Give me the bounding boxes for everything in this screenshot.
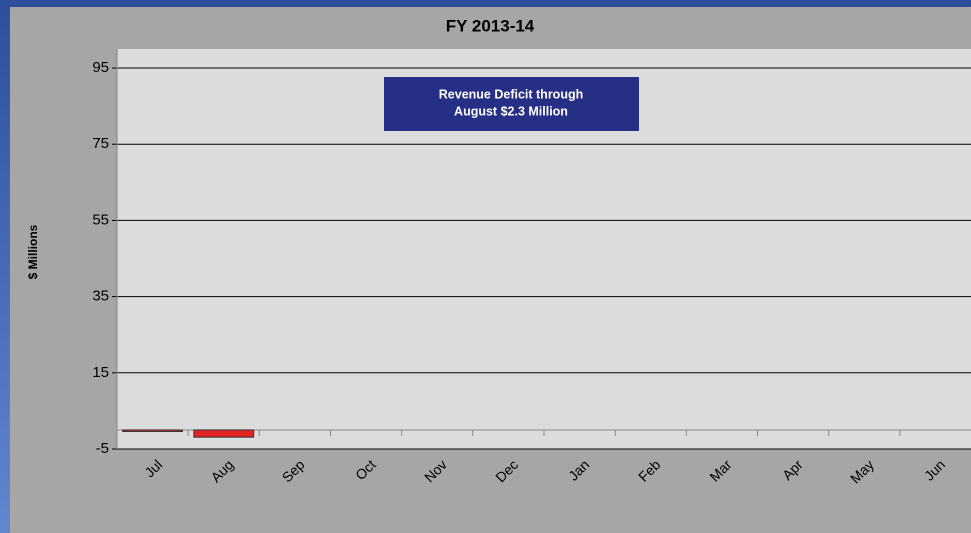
y-tick-label: 15 — [92, 364, 109, 381]
y-tick-label: 95 — [92, 59, 109, 76]
y-tick-label: 75 — [92, 135, 109, 152]
y-tick-label: 55 — [92, 211, 109, 228]
y-axis-label: $ Millions — [26, 224, 40, 279]
chart-title: FY 2013-14 — [446, 16, 535, 35]
y-tick-label: 35 — [92, 288, 109, 305]
bar — [193, 429, 255, 438]
annotation: Revenue Deficit through — [439, 87, 583, 101]
bar — [122, 429, 183, 432]
y-tick-label: -5 — [96, 440, 109, 457]
annotation: August $2.3 Million — [454, 104, 568, 118]
annotation-box — [384, 77, 639, 131]
